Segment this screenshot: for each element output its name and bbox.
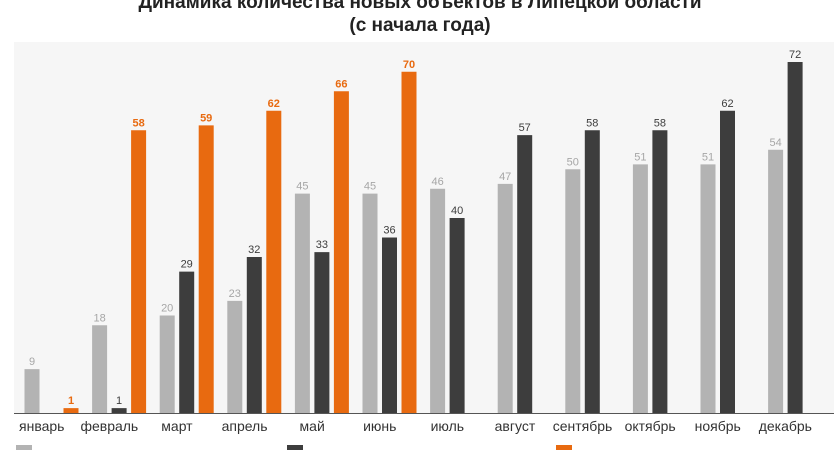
bar-s3-5 (333, 91, 349, 413)
x-tick-label-4: апрель (222, 418, 268, 434)
bar-s1-10 (632, 164, 648, 413)
bar-s2-2 (111, 408, 127, 413)
x-tick-label-2: февраль (80, 418, 138, 434)
data-label-s1-7: 46 (431, 176, 443, 188)
x-tick-label-11: ноябрь (695, 418, 741, 434)
data-label-s1-3: 20 (161, 303, 173, 315)
data-label-s2-12: 72 (789, 49, 801, 61)
x-tick-label-1: январь (19, 418, 64, 434)
bar-s2-10 (652, 130, 668, 413)
data-label-s1-2: 18 (93, 312, 105, 324)
data-label-s2-8: 57 (519, 122, 531, 134)
bar-s1-8 (497, 183, 513, 413)
x-tick-label-6: июнь (363, 418, 396, 434)
legend-swatch-3 (556, 445, 572, 450)
bar-s1-6 (362, 193, 378, 413)
bar-s2-6 (382, 237, 397, 413)
bar-s2-4 (246, 257, 262, 413)
data-label-s1-1: 9 (29, 356, 35, 368)
data-label-s3-6: 70 (403, 59, 415, 71)
x-tick-label-9: сентябрь (553, 418, 613, 434)
bar-s1-7 (430, 188, 446, 413)
data-label-s3-2: 58 (132, 117, 144, 129)
bar-s2-8 (517, 135, 533, 413)
data-label-s1-10: 51 (634, 151, 646, 163)
data-label-s1-5: 45 (296, 181, 308, 193)
bar-s3-1 (63, 408, 79, 413)
data-label-s2-2: 1 (116, 395, 122, 407)
bar-s2-3 (179, 271, 195, 413)
x-tick-label-3: март (161, 418, 193, 434)
bar-s2-11 (720, 110, 735, 413)
data-label-s3-5: 66 (335, 78, 347, 90)
chart-title: Динамика количества новых объектов в Лип… (138, 0, 702, 36)
data-label-s3-1: 1 (68, 395, 74, 407)
data-label-s2-4: 32 (248, 244, 260, 256)
bar-s1-9 (565, 169, 581, 413)
bar-s1-3 (159, 315, 175, 413)
x-tick-label-7: июль (431, 418, 464, 434)
chart-background (14, 42, 834, 414)
legend-swatch-2 (287, 445, 303, 450)
data-label-s1-6: 45 (364, 181, 376, 193)
bar-s1-5 (294, 193, 310, 413)
data-label-s2-10: 58 (654, 117, 666, 129)
data-label-s2-7: 40 (451, 205, 463, 217)
data-label-s1-11: 51 (702, 151, 714, 163)
bar-s2-9 (584, 130, 600, 413)
data-label-s2-6: 36 (383, 225, 395, 237)
bar-s2-5 (314, 252, 330, 413)
bar-s3-4 (266, 110, 282, 413)
data-label-s1-8: 47 (499, 171, 511, 183)
x-tick-label-8: август (495, 418, 536, 434)
x-tick-label-5: май (300, 418, 325, 434)
bar-s3-2 (131, 130, 147, 413)
data-label-s2-5: 33 (316, 239, 328, 251)
data-label-s1-4: 23 (229, 288, 241, 300)
bar-s1-12 (768, 149, 784, 413)
bar-s2-12 (787, 62, 803, 413)
bar-s2-7 (449, 218, 465, 413)
data-label-s1-9: 50 (567, 156, 579, 168)
bar-s3-3 (198, 125, 214, 413)
bar-s1-4 (227, 300, 243, 413)
bar-s1-11 (700, 164, 716, 413)
legend-swatch-1 (16, 445, 32, 450)
data-label-s3-4: 62 (268, 98, 280, 110)
bar-s1-2 (92, 325, 108, 413)
data-label-s3-3: 59 (200, 112, 212, 124)
x-tick-label-12: декабрь (759, 418, 812, 434)
bar-s3-6 (401, 71, 417, 413)
data-label-s2-3: 29 (181, 259, 193, 271)
data-label-s1-12: 54 (769, 137, 781, 149)
x-tick-label-10: октябрь (625, 418, 676, 434)
bar-s1-1 (24, 369, 40, 413)
data-label-s2-9: 58 (586, 117, 598, 129)
data-label-s2-11: 62 (721, 98, 733, 110)
